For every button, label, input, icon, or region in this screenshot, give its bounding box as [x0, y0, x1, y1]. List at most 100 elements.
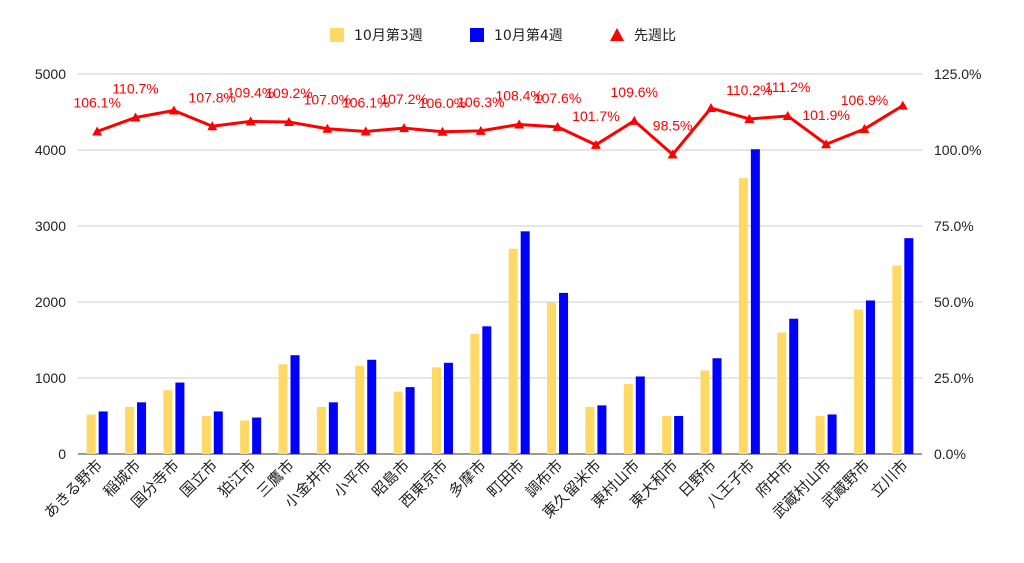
right-axis-tick-label: 75.0% — [934, 218, 974, 234]
legend-label: 10月第3週 — [354, 27, 423, 44]
bar-week3 — [892, 265, 902, 454]
bar-week3 — [700, 370, 710, 454]
legend-label: 先週比 — [634, 28, 676, 44]
bar-week4 — [635, 376, 645, 454]
ratio-data-label: 107.8% — [189, 89, 236, 105]
ratio-line-series: 106.1%110.7%107.8%109.4%109.2%107.0%106.… — [73, 79, 908, 159]
right-axis-tick-label: 125.0% — [934, 66, 981, 82]
ratio-line — [96, 104, 904, 157]
left-axis-tick-label: 1000 — [35, 370, 66, 386]
left-axis-tick-label: 0 — [58, 446, 66, 462]
ratio-point — [821, 139, 832, 149]
bar-week3 — [585, 406, 595, 454]
bar-week3 — [508, 248, 518, 454]
x-axis-category-label: 国立市 — [177, 456, 222, 501]
right-axis: 0.0% 25.0% 50.0% 75.0% 100.0% 125.0% — [934, 66, 981, 462]
x-axis-category-label: 狛江市 — [215, 456, 260, 501]
bar-week3 — [278, 364, 288, 454]
ratio-point — [667, 149, 678, 159]
ratio-point — [168, 105, 179, 115]
left-axis-tick-label: 5000 — [35, 66, 66, 82]
x-axis-category-label: 多摩市 — [445, 456, 490, 501]
bar-week3 — [393, 391, 403, 454]
bar-week4 — [789, 318, 799, 454]
bar-week3 — [470, 333, 480, 454]
bar-week4 — [674, 416, 684, 454]
ratio-point — [92, 126, 103, 136]
ratio-data-label: 107.0% — [304, 92, 351, 108]
bar-week4 — [252, 417, 262, 454]
ratio-data-label: 107.6% — [534, 90, 581, 106]
ratio-point — [514, 119, 525, 129]
bar-week3 — [316, 406, 326, 454]
bar-week3 — [125, 406, 135, 454]
bar-week4 — [405, 387, 415, 454]
ratio-data-label: 107.2% — [380, 91, 427, 107]
bar-week4 — [559, 292, 569, 454]
right-axis-tick-label: 0.0% — [934, 446, 966, 462]
right-axis-tick-label: 50.0% — [934, 294, 974, 310]
ratio-point — [322, 123, 333, 133]
ratio-data-label: 110.7% — [112, 80, 158, 96]
bar-week4 — [328, 402, 338, 454]
ratio-data-label: 101.9% — [802, 107, 849, 123]
bar-week3 — [163, 390, 173, 454]
left-axis-tick-label: 4000 — [35, 142, 66, 158]
ratio-data-label: 109.6% — [611, 84, 658, 100]
bar-week4 — [213, 411, 223, 454]
bar-week4 — [98, 411, 108, 454]
ratio-data-label: 109.4% — [227, 84, 274, 100]
ratio-point — [897, 100, 908, 110]
right-axis-tick-label: 25.0% — [934, 370, 974, 386]
bar-week4 — [520, 231, 530, 454]
bar-week3 — [431, 367, 441, 454]
ratio-data-label: 109.2% — [265, 85, 312, 101]
ratio-point — [590, 139, 601, 149]
legend-swatch-week4 — [470, 28, 484, 42]
bar-week4 — [482, 326, 492, 454]
ratio-point — [207, 121, 218, 131]
ratio-point — [437, 126, 448, 136]
ratio-data-label: 101.7% — [572, 108, 619, 124]
x-axis-category-label: あきる野市 — [40, 456, 106, 522]
bar-week3 — [547, 302, 557, 454]
ratio-point — [782, 110, 793, 120]
bar-week4 — [865, 300, 875, 454]
ratio-point — [130, 112, 141, 122]
legend: 10月第3週 10月第4週 先週比 — [330, 27, 676, 44]
left-axis-tick-label: 3000 — [35, 218, 66, 234]
ratio-data-label: 106.9% — [841, 92, 888, 108]
x-axis-category-label: 立川市 — [867, 456, 912, 501]
bar-week4 — [904, 238, 914, 454]
bar-week4 — [290, 355, 300, 454]
ratio-point — [859, 124, 870, 134]
bar-week3 — [86, 414, 96, 454]
ratio-data-label: 98.5% — [653, 118, 693, 134]
x-axis-category-label: 町田市 — [483, 456, 528, 501]
ratio-point — [245, 116, 256, 126]
ratio-data-label: 110.2% — [726, 82, 772, 98]
ratio-point — [284, 117, 294, 127]
bar-week3 — [662, 416, 672, 454]
bar-week4 — [137, 402, 147, 454]
bar-week4 — [750, 149, 760, 455]
legend-swatch-week3 — [330, 28, 344, 42]
left-axis-tick-label: 2000 — [35, 294, 66, 310]
ratio-point — [706, 103, 716, 113]
bar-week4 — [712, 358, 722, 454]
bar-week3 — [815, 416, 825, 454]
x-axis-category-label: 小平市 — [330, 456, 375, 501]
ratio-point — [399, 123, 410, 133]
ratio-point — [475, 125, 486, 135]
bar-week3 — [201, 416, 211, 454]
legend-marker-ratio — [610, 28, 624, 41]
bar-week3 — [853, 309, 863, 454]
bar-week4 — [827, 414, 837, 454]
x-axis-categories: あきる野市稲城市国分寺市国立市狛江市三鷹市小金井市小平市昭島市西東京市多摩市町田… — [40, 456, 911, 522]
left-axis: 0 1000 2000 3000 4000 5000 — [35, 66, 66, 462]
bar-week4 — [175, 382, 185, 454]
ratio-data-label: 106.1% — [342, 94, 389, 110]
ratio-point — [552, 121, 563, 131]
ratio-data-label: 106.1% — [73, 94, 120, 110]
